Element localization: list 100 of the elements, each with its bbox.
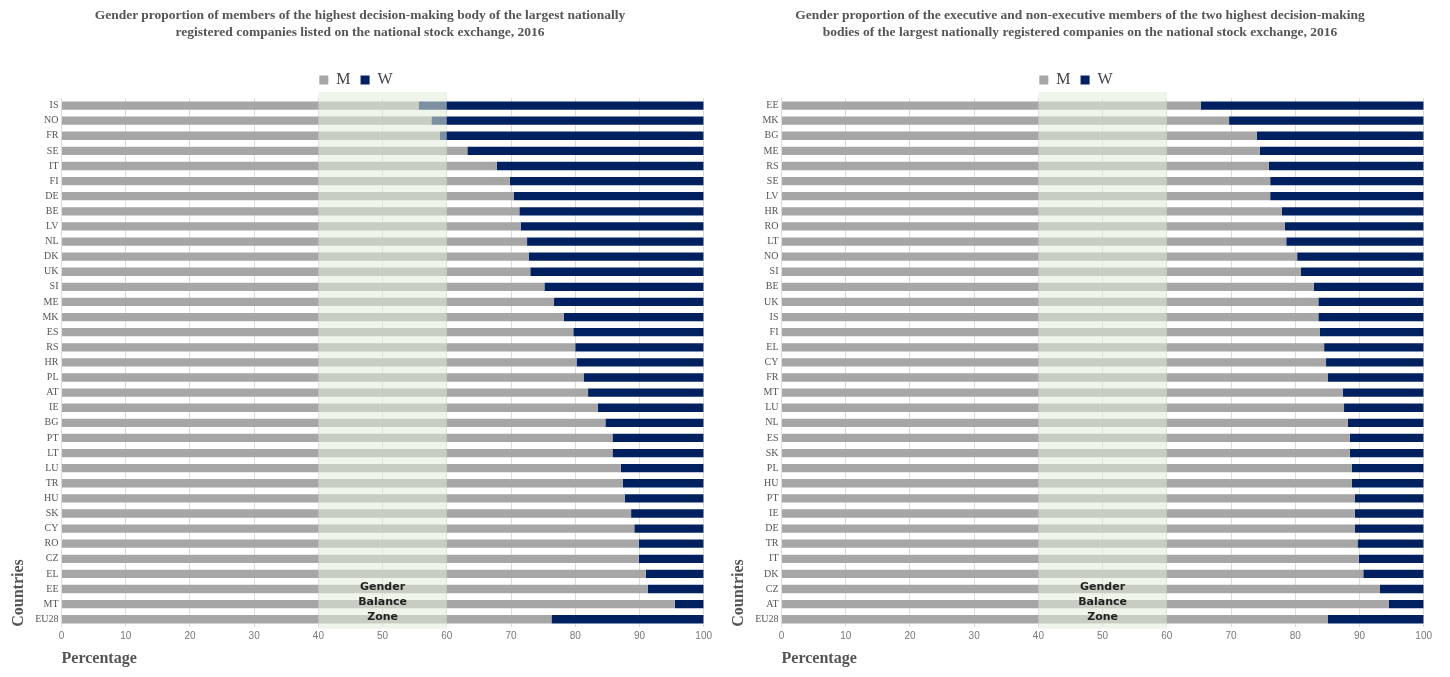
bar bbox=[638, 539, 704, 548]
bar bbox=[1313, 282, 1424, 292]
bar bbox=[782, 222, 1285, 231]
y-tick-label: LT bbox=[767, 235, 779, 247]
legend-label: W bbox=[1097, 70, 1114, 88]
y-tick-label: CY bbox=[764, 356, 779, 368]
y-tick-label: BE bbox=[765, 280, 779, 292]
y-tick-label: EE bbox=[46, 582, 59, 594]
chart-title: Gender proportion of members of the highest decision-making body of the largest nationally registered companies listed on the national stock exchange, 2016 bbox=[93, 6, 627, 41]
y-tick-label: AT bbox=[766, 597, 779, 609]
bar bbox=[62, 161, 497, 171]
legend-label: M bbox=[336, 70, 351, 88]
y-tick-label: ES bbox=[766, 431, 779, 443]
x-tick-label: 40 bbox=[312, 629, 325, 641]
bar bbox=[62, 554, 639, 563]
y-tick-label: EL bbox=[46, 567, 59, 579]
x-tick-label: 40 bbox=[1032, 629, 1045, 641]
y-tick-label: LV bbox=[46, 220, 60, 232]
y-tick-label: CZ bbox=[765, 582, 779, 594]
x-tick-label: 20 bbox=[904, 629, 916, 641]
bar bbox=[418, 101, 704, 110]
legend-label: W bbox=[377, 70, 394, 88]
bar bbox=[1379, 584, 1424, 594]
y-tick-label: MT bbox=[763, 386, 779, 398]
bar bbox=[782, 358, 1327, 367]
bar bbox=[62, 297, 555, 307]
bar bbox=[782, 509, 1355, 518]
band-label: Gender Balance Zone bbox=[1078, 579, 1127, 623]
bar bbox=[597, 403, 704, 412]
y-tick-label: FR bbox=[46, 129, 59, 141]
bar bbox=[782, 207, 1282, 216]
x-tick-label: 10 bbox=[120, 629, 132, 641]
bar bbox=[782, 146, 1260, 156]
bar bbox=[62, 539, 639, 548]
bar bbox=[782, 131, 1257, 140]
bar bbox=[782, 192, 1271, 201]
bar bbox=[1301, 267, 1424, 276]
bar bbox=[782, 282, 1314, 292]
bar bbox=[1354, 509, 1424, 518]
bar bbox=[782, 373, 1328, 382]
bar bbox=[529, 252, 704, 261]
bar bbox=[62, 252, 529, 261]
x-tick-label: 20 bbox=[184, 629, 196, 641]
bar bbox=[62, 101, 419, 110]
y-tick-label: AT bbox=[46, 386, 59, 398]
bar bbox=[62, 388, 589, 397]
bar bbox=[638, 554, 704, 563]
bar bbox=[782, 343, 1325, 352]
bar bbox=[1281, 207, 1424, 216]
bar bbox=[605, 418, 704, 427]
y-tick-label: ME bbox=[43, 295, 59, 307]
bar bbox=[1347, 418, 1424, 427]
bar bbox=[544, 282, 704, 292]
bar bbox=[674, 599, 704, 609]
bar bbox=[612, 448, 704, 458]
x-tick-label: 100 bbox=[1415, 629, 1433, 641]
bar bbox=[1349, 448, 1424, 458]
bar bbox=[1318, 297, 1424, 307]
bar bbox=[782, 599, 1389, 609]
bar bbox=[782, 328, 1320, 337]
bar bbox=[62, 569, 646, 579]
bar bbox=[513, 192, 704, 201]
y-tick-label: MK bbox=[42, 310, 60, 322]
bar bbox=[62, 584, 648, 594]
bar bbox=[439, 131, 704, 140]
y-tick-label: LT bbox=[47, 446, 59, 458]
y-tick-label: MK bbox=[762, 114, 780, 126]
band-label: Gender Balance Zone bbox=[358, 579, 407, 623]
bar bbox=[1319, 328, 1424, 337]
y-tick-label: RS bbox=[766, 159, 779, 171]
y-tick-label: RS bbox=[46, 340, 59, 352]
y-axis-title: Countries bbox=[8, 559, 26, 627]
bar bbox=[467, 146, 704, 156]
x-tick-label: 80 bbox=[569, 629, 582, 641]
y-axis-title: Countries bbox=[728, 559, 746, 627]
bar bbox=[62, 312, 564, 322]
bar bbox=[576, 358, 704, 367]
x-axis-title: Percentage bbox=[781, 648, 857, 667]
y-tick-label: FR bbox=[766, 371, 779, 383]
bar bbox=[575, 343, 704, 352]
bar bbox=[62, 373, 584, 382]
bar bbox=[1344, 403, 1424, 412]
bar bbox=[782, 448, 1350, 458]
bar bbox=[1358, 554, 1424, 563]
y-tick-label: NO bbox=[44, 114, 59, 126]
y-tick-label: IE bbox=[49, 401, 59, 413]
bar bbox=[1200, 101, 1424, 110]
y-tick-label: EU28 bbox=[35, 612, 59, 624]
y-tick-label: SI bbox=[49, 280, 59, 292]
bar bbox=[1354, 524, 1424, 533]
y-tick-label: HU bbox=[764, 476, 780, 488]
bar bbox=[624, 494, 704, 503]
y-tick-label: ES bbox=[46, 325, 59, 337]
bar bbox=[634, 524, 704, 533]
bar bbox=[520, 222, 704, 231]
bar bbox=[1284, 222, 1424, 231]
x-tick-label: 50 bbox=[1097, 629, 1109, 641]
y-tick-label: FI bbox=[49, 174, 59, 186]
legend-label: M bbox=[1056, 70, 1071, 88]
bar bbox=[62, 433, 613, 443]
